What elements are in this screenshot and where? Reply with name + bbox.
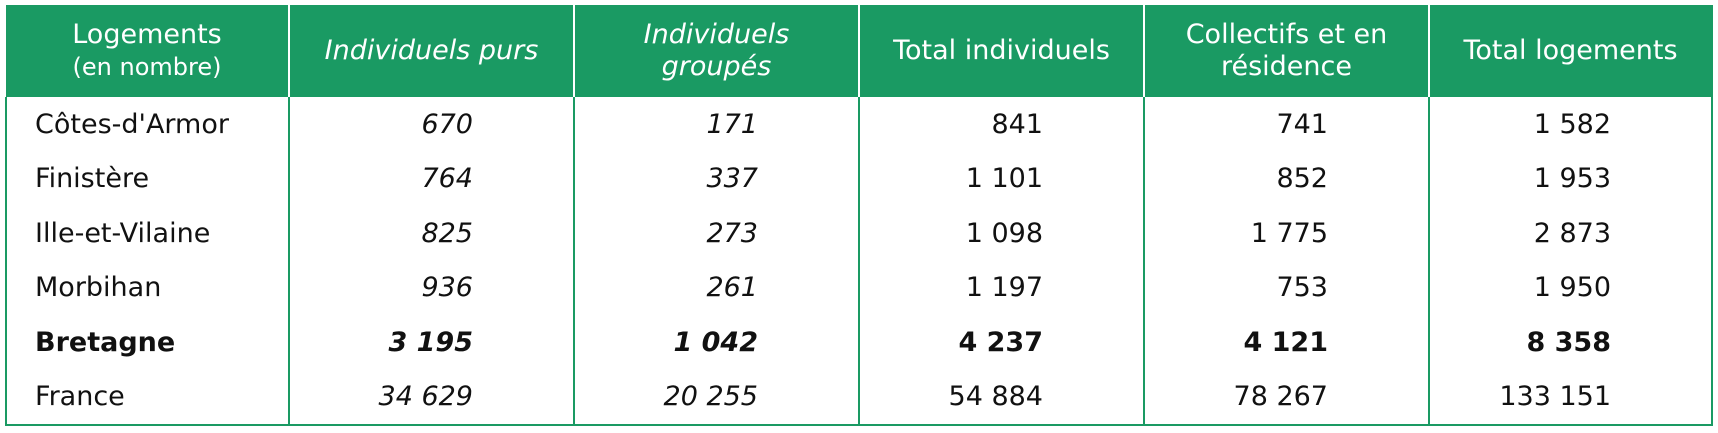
header-cell: Collectifs et en résidence [1143, 5, 1429, 97]
header-text: Logements [72, 19, 222, 50]
row-label: Bretagne [5, 315, 289, 370]
row-label: Morbihan [5, 260, 289, 315]
cell-value: 78 267 [1143, 369, 1429, 426]
cell-value: 261 [573, 260, 859, 315]
header-row: Logements (en nombre) Individuels purs Indi… [6, 5, 1713, 97]
cell-value: 764 [288, 151, 574, 206]
row-label: Côtes-d'Armor [5, 97, 289, 152]
cell-value: 3 195 [288, 315, 574, 370]
header-text: Collectifs et en [1185, 19, 1388, 50]
header-cell: Total individuels [858, 5, 1144, 97]
cell-value: 670 [288, 97, 574, 152]
cell-value: 852 [1143, 151, 1429, 206]
cell-value: 1 098 [858, 206, 1144, 261]
header-cell: Total logements [1428, 5, 1713, 97]
header-text: résidence [1220, 51, 1352, 82]
header-cell: Individuels purs [288, 5, 574, 97]
header-text: (en nombre) [72, 53, 222, 81]
row-label: France [5, 369, 289, 426]
table-row: Finistère 764 337 1 101 852 1 953 [5, 151, 1713, 206]
header-text: Individuels [643, 19, 790, 50]
cell-value: 8 358 [1428, 315, 1713, 370]
cell-value: 273 [573, 206, 859, 261]
table-row: Côtes-d'Armor 670 171 841 741 1 582 [5, 97, 1713, 152]
cell-value: 1 775 [1143, 206, 1429, 261]
table-row: Morbihan 936 261 1 197 753 1 950 [5, 260, 1713, 315]
cell-value: 1 953 [1428, 151, 1713, 206]
table-body: Côtes-d'Armor 670 171 841 741 1 582 Finistère 7… [5, 97, 1713, 426]
data-table: Logements (en nombre) Individuels purs Indi… [5, 5, 1713, 426]
row-label: Finistère [5, 151, 289, 206]
cell-value: 1 042 [573, 315, 859, 370]
header-text: Individuels purs [324, 35, 539, 66]
cell-value: 741 [1143, 97, 1429, 152]
cell-value: 753 [1143, 260, 1429, 315]
cell-value: 1 101 [858, 151, 1144, 206]
cell-value: 54 884 [858, 369, 1144, 426]
table-header: Logements (en nombre) Individuels purs Indi… [6, 5, 1713, 97]
cell-value: 20 255 [573, 369, 859, 426]
table-row: Ille-et-Vilaine 825 273 1 098 1 775 2 873 [5, 206, 1713, 261]
header-cell: Logements (en nombre) [6, 5, 289, 97]
cell-value: 133 151 [1428, 369, 1713, 426]
table-row: France 34 629 20 255 54 884 78 267 133 151 [5, 369, 1713, 426]
cell-value: 4 121 [1143, 315, 1429, 370]
cell-value: 936 [288, 260, 574, 315]
cell-value: 2 873 [1428, 206, 1713, 261]
cell-value: 825 [288, 206, 574, 261]
cell-value: 4 237 [858, 315, 1144, 370]
header-text: groupés [661, 51, 772, 82]
header-text: Total logements [1463, 35, 1678, 66]
cell-value: 1 582 [1428, 97, 1713, 152]
cell-value: 171 [573, 97, 859, 152]
table-row: Bretagne 3 195 1 042 4 237 4 121 8 358 [5, 315, 1713, 370]
row-label: Ille-et-Vilaine [5, 206, 289, 261]
cell-value: 34 629 [288, 369, 574, 426]
header-text: Total individuels [893, 35, 1110, 66]
header-cell: Individuels groupés [573, 5, 859, 97]
cell-value: 337 [573, 151, 859, 206]
cell-value: 841 [858, 97, 1144, 152]
cell-value: 1 950 [1428, 260, 1713, 315]
cell-value: 1 197 [858, 260, 1144, 315]
